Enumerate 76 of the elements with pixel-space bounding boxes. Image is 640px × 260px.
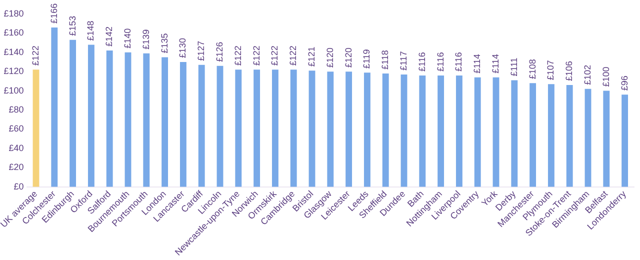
bar bbox=[88, 44, 94, 187]
bar bbox=[106, 50, 113, 187]
data-label: £130 bbox=[178, 38, 188, 58]
data-label: £117 bbox=[398, 51, 408, 70]
y-tick-label: £140 bbox=[4, 46, 24, 57]
data-label: £127 bbox=[196, 40, 206, 61]
bar bbox=[603, 90, 610, 187]
data-label: £122 bbox=[30, 46, 40, 66]
bar bbox=[584, 88, 592, 187]
data-label: £121 bbox=[306, 46, 316, 67]
y-tick-label: £160 bbox=[4, 28, 24, 38]
data-label: £122 bbox=[288, 46, 298, 66]
y-tick-label: £120 bbox=[4, 66, 24, 76]
data-label: £116 bbox=[435, 52, 446, 72]
data-label: £100 bbox=[600, 66, 611, 87]
y-tick-label: £40 bbox=[8, 142, 24, 153]
data-label: £114 bbox=[472, 54, 482, 74]
data-label: £122 bbox=[270, 46, 280, 66]
data-label: £166 bbox=[48, 3, 59, 24]
data-label: £116 bbox=[454, 52, 464, 72]
bar bbox=[438, 75, 444, 187]
bar bbox=[272, 70, 278, 187]
data-label: £114 bbox=[490, 54, 500, 74]
bar bbox=[51, 27, 58, 187]
y-tick-label: £80 bbox=[8, 104, 24, 114]
bar bbox=[32, 70, 40, 187]
data-label: £153 bbox=[67, 16, 78, 36]
bar bbox=[511, 80, 518, 187]
bar bbox=[180, 62, 186, 187]
data-label: £107 bbox=[546, 60, 556, 80]
data-label: £96 bbox=[619, 76, 630, 91]
data-label: £122 bbox=[251, 46, 262, 66]
data-label: £142 bbox=[104, 26, 114, 46]
bar bbox=[530, 83, 536, 187]
data-label: £135 bbox=[159, 33, 170, 54]
bar bbox=[216, 66, 224, 187]
data-label: £120 bbox=[343, 48, 354, 68]
bar bbox=[235, 70, 242, 187]
y-tick-label: £180 bbox=[4, 8, 24, 18]
y-tick-label: £100 bbox=[4, 85, 24, 96]
data-label: £102 bbox=[582, 64, 592, 85]
data-label: £108 bbox=[527, 59, 538, 80]
bar bbox=[124, 52, 132, 187]
bar bbox=[474, 77, 481, 187]
data-label: £111 bbox=[508, 58, 519, 76]
bar bbox=[364, 72, 370, 187]
bar bbox=[622, 94, 628, 187]
data-label: £140 bbox=[122, 28, 132, 48]
data-label: £122 bbox=[232, 46, 243, 66]
bar bbox=[254, 70, 260, 187]
bar bbox=[419, 75, 426, 187]
data-label: £118 bbox=[380, 50, 390, 70]
data-label: £148 bbox=[86, 20, 96, 41]
data-label: £106 bbox=[564, 61, 574, 82]
bar bbox=[327, 72, 334, 187]
bar bbox=[143, 53, 150, 187]
bar bbox=[346, 72, 352, 187]
data-label: £116 bbox=[416, 52, 427, 72]
data-label: £119 bbox=[362, 49, 372, 69]
bar bbox=[548, 84, 554, 187]
y-tick-label: £0 bbox=[14, 181, 24, 192]
bar bbox=[308, 70, 316, 187]
data-label: £120 bbox=[324, 48, 335, 68]
bar bbox=[400, 74, 408, 187]
bar bbox=[566, 85, 573, 187]
bar bbox=[382, 74, 389, 187]
data-label: £139 bbox=[140, 29, 151, 50]
bar bbox=[456, 75, 462, 187]
data-label: £126 bbox=[214, 42, 224, 62]
y-tick-label: £60 bbox=[8, 124, 24, 134]
bar bbox=[198, 64, 205, 187]
y-tick-label: £20 bbox=[8, 162, 24, 172]
bar bbox=[162, 57, 168, 187]
bar bbox=[492, 77, 500, 187]
bar bbox=[70, 40, 76, 187]
bar bbox=[290, 70, 297, 187]
